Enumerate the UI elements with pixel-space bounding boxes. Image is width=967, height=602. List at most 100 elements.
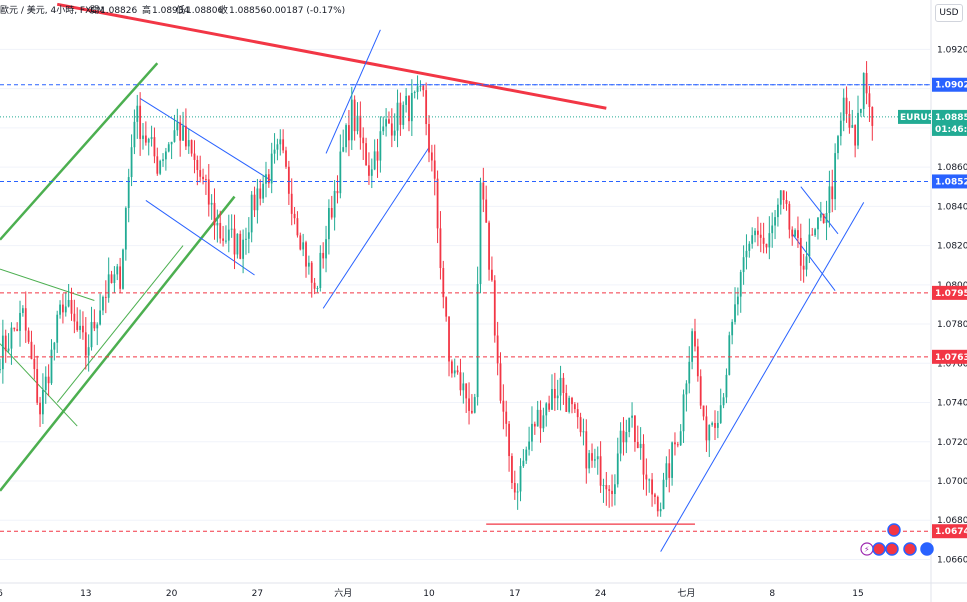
- candle-body: [797, 230, 799, 238]
- candle-body: [542, 415, 545, 429]
- candle-body: [582, 431, 585, 433]
- candle-body: [453, 370, 456, 374]
- candle-body: [1, 335, 4, 370]
- candle-body: [122, 249, 124, 289]
- candle-body: [456, 370, 459, 373]
- currency-button[interactable]: USD: [935, 4, 963, 22]
- candle-body: [276, 144, 279, 150]
- trend-line-drawing: [660, 202, 865, 552]
- candle-body: [585, 431, 588, 469]
- candle-body: [345, 125, 347, 148]
- candle-body: [619, 430, 622, 454]
- candle-body: [536, 409, 539, 427]
- candle-body: [225, 240, 227, 242]
- candle-body: [539, 409, 542, 429]
- candle-body: [368, 165, 370, 176]
- candle-body: [233, 228, 236, 255]
- candle-body: [293, 213, 296, 219]
- candle-body: [499, 363, 502, 401]
- event-icons[interactable]: ⚡: [860, 523, 934, 556]
- candle-body: [868, 93, 871, 107]
- candle-body: [765, 243, 768, 248]
- candle-body: [416, 86, 419, 93]
- candle-body: [802, 265, 805, 270]
- candle-body: [144, 135, 147, 143]
- candle-body: [193, 153, 196, 160]
- candle-body: [350, 99, 353, 141]
- event-icon-us-flag[interactable]: [872, 542, 886, 556]
- last-price-value: 1.08856: [935, 113, 967, 123]
- candle-body: [819, 213, 822, 218]
- candle-body: [533, 423, 536, 427]
- candle-body: [722, 397, 725, 406]
- candle-body: [30, 341, 33, 360]
- x-axis[interactable]: 6 13 20 27 六月 10 17 24 七月 8 15: [0, 587, 864, 599]
- candle-body: [79, 325, 81, 330]
- candle-body: [591, 453, 593, 461]
- candle-body: [310, 262, 313, 283]
- candle-body: [479, 182, 482, 285]
- candle-body: [82, 325, 84, 333]
- trend-line-drawing: [0, 62, 159, 241]
- y-tick-label: 1.07600: [937, 359, 967, 369]
- y-tick-label: 1.07400: [937, 399, 967, 409]
- candle-body: [290, 193, 293, 214]
- candle-body: [476, 284, 479, 398]
- candle-body: [282, 139, 285, 151]
- candle-body: [685, 383, 688, 395]
- candle-body: [828, 186, 831, 214]
- candle-body: [313, 282, 316, 289]
- y-tick-label: 1.08200: [937, 242, 967, 252]
- trend-line-drawing: [145, 200, 255, 276]
- candle-body: [771, 225, 774, 234]
- y-tick-label: 1.07800: [937, 320, 967, 330]
- candle-body: [230, 228, 233, 230]
- event-icon-us-flag[interactable]: [885, 542, 899, 556]
- candle-body: [390, 123, 393, 136]
- drawings: [0, 2, 944, 552]
- candle-body: [305, 242, 307, 267]
- candle-body: [519, 466, 522, 492]
- candle-body: [671, 442, 673, 478]
- candle-body: [236, 233, 239, 255]
- candle-body: [316, 288, 319, 290]
- candle-body: [762, 237, 765, 244]
- candle-body: [754, 230, 756, 236]
- candle-body: [859, 108, 862, 113]
- candle-body: [319, 252, 322, 289]
- x-tick-label: 8: [769, 589, 775, 599]
- x-tick-label: 15: [852, 589, 863, 599]
- candle-body: [287, 166, 290, 194]
- candle-body: [53, 342, 56, 350]
- candle-body: [339, 151, 342, 194]
- event-icon-us-flag[interactable]: [920, 542, 934, 556]
- candle-body: [156, 156, 159, 174]
- candle-body: [622, 430, 625, 443]
- candle-body: [273, 149, 276, 154]
- trend-line-drawing: [0, 195, 236, 492]
- candle-body: [845, 97, 848, 115]
- candle-body: [811, 234, 814, 236]
- candle-body: [196, 159, 199, 171]
- candle-body: [102, 296, 104, 311]
- candle-body: [10, 327, 13, 349]
- candle-body: [13, 327, 16, 330]
- candle-body: [556, 395, 559, 399]
- event-icon-us-flag[interactable]: [903, 542, 917, 556]
- candle-body: [636, 441, 639, 449]
- candle-body: [170, 141, 173, 145]
- trend-line-drawing: [56, 245, 184, 403]
- candle-body: [147, 138, 150, 143]
- candle-body: [285, 150, 287, 167]
- symbol-title: 歐元 / 美元, 4小時, FXCM: [0, 4, 105, 16]
- symbol-tag: [898, 109, 931, 124]
- candle-body: [330, 207, 333, 218]
- candle-body: [76, 321, 79, 330]
- candle-body: [631, 415, 633, 418]
- close-label: 收: [219, 4, 228, 16]
- candle-body: [442, 268, 445, 298]
- candle-body: [133, 121, 136, 148]
- countdown-value: 01:46:13: [935, 125, 967, 135]
- event-icon-us[interactable]: [887, 523, 901, 537]
